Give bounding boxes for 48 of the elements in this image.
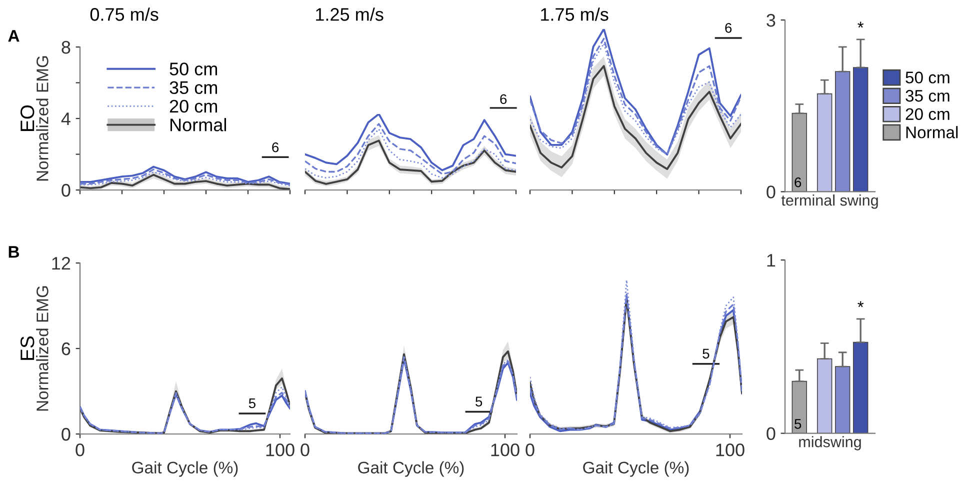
text: A xyxy=(8,30,20,42)
y-tick-label: 6 xyxy=(62,342,70,356)
chart-title: 1.25 m/s xyxy=(316,8,384,21)
annotation: 5 xyxy=(794,419,802,429)
x-tick-label: 0 xyxy=(526,444,534,456)
chart-title: 1.75 m/s xyxy=(541,8,608,21)
x-axis-title: Gait Cycle (%) xyxy=(132,461,238,477)
y-tick-label: 4 xyxy=(61,112,70,126)
legend-label: 35 cm xyxy=(906,90,950,102)
x-tick-label: 0 xyxy=(76,444,84,456)
y-tick-label: 8 xyxy=(62,40,70,54)
y-tick-label: 0 xyxy=(62,184,70,197)
legend-label: Normal xyxy=(170,118,226,132)
chart-title: 0.75 m/s xyxy=(90,8,158,21)
text: B xyxy=(8,246,20,258)
annotation: * xyxy=(858,22,864,28)
legend-label: 50 cm xyxy=(170,62,217,76)
text: 6 xyxy=(500,94,507,104)
y-tick-label: 3 xyxy=(766,14,776,27)
y-axis-title: Normalized EMG xyxy=(36,56,48,181)
y-tick-label: 12 xyxy=(52,256,70,270)
y-tick-label: 0 xyxy=(62,428,70,441)
legend-label: 20 cm xyxy=(170,100,217,113)
annotation: 6 xyxy=(794,177,802,188)
legend-label: Normal xyxy=(906,126,958,138)
text: EO xyxy=(20,105,34,131)
annotation: 6 xyxy=(725,23,732,33)
y-tick-label: 1 xyxy=(767,254,776,267)
x-tick-label: terminal swing xyxy=(781,194,878,209)
legend-label: 35 cm xyxy=(170,81,217,94)
x-tick-label: 100 xyxy=(266,444,294,456)
y-tick-label: 0 xyxy=(766,427,776,440)
y-axis-title: Normalized EMG xyxy=(36,286,48,411)
annotation: 5 xyxy=(702,348,710,359)
annotation: * xyxy=(858,301,864,308)
x-tick-label: 100 xyxy=(491,444,520,456)
x-axis-title: Gait Cycle (%) xyxy=(358,461,464,477)
y-tick-label: 0 xyxy=(766,186,776,198)
x-tick-label: midswing xyxy=(799,436,861,450)
legend-label: 20 cm xyxy=(906,108,950,120)
annotation: 5 xyxy=(248,398,256,408)
annotation: 6 xyxy=(272,142,279,152)
x-axis-title: Gait Cycle (%) xyxy=(583,461,689,477)
annotation: 5 xyxy=(476,396,482,406)
legend-label: 50 cm xyxy=(906,72,950,84)
text: ES xyxy=(20,336,34,360)
x-tick-label: 100 xyxy=(716,444,744,456)
x-tick-label: 0 xyxy=(300,444,310,456)
